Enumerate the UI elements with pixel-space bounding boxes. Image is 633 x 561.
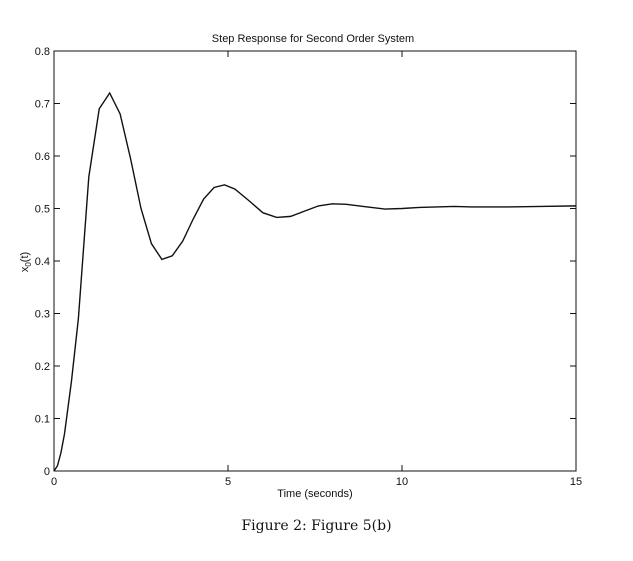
x-tick-label: 15	[570, 476, 582, 488]
y-tick-label: 0.5	[35, 204, 50, 216]
figure-caption: Figure 2: Figure 5(b)	[241, 518, 392, 534]
y-tick-label: 0.7	[35, 99, 50, 111]
y-tick-label: 0.6	[35, 151, 50, 163]
y-axis-label-suffix: (t)	[19, 252, 31, 262]
response-line	[53, 91, 577, 472]
y-tick-label: 0.3	[35, 309, 50, 321]
y-tick-label: 0.4	[35, 256, 50, 268]
y-axis-label-sub: 0	[24, 262, 33, 267]
x-axis-ticks: 0 5 10 15	[51, 51, 582, 488]
y-tick-label: 0.8	[35, 46, 50, 58]
x-tick-label: 5	[225, 476, 231, 488]
x-tick-label: 10	[396, 476, 408, 488]
y-axis-ticks: 0 0.1 0.2 0.3 0.4 0.5 0.6 0.7 0.8	[35, 46, 576, 478]
x-tick-label: 0	[51, 476, 57, 488]
y-axis-label-main: x	[19, 266, 31, 272]
plot-frame	[53, 50, 577, 472]
y-axis-label: x0(t)	[19, 252, 33, 272]
y-tick-label: 0.2	[35, 361, 50, 373]
y-tick-label: 0	[44, 466, 50, 478]
x-axis-label: Time (seconds)	[277, 488, 352, 500]
chart-title: Step Response for Second Order System	[212, 33, 414, 45]
y-tick-label: 0.1	[35, 414, 50, 426]
